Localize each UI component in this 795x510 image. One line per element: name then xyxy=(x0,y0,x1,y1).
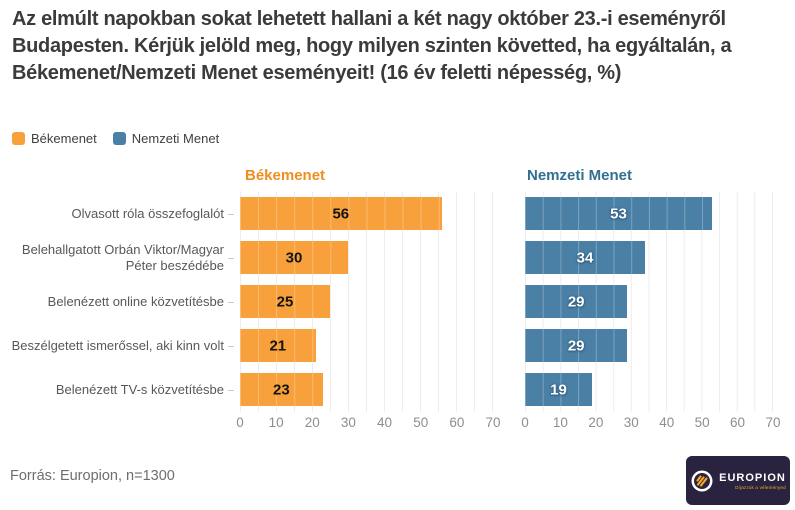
bar-row: 53 xyxy=(525,192,772,236)
x-tick-label: 50 xyxy=(413,415,429,430)
legend-item-0: Békemenet xyxy=(12,131,97,146)
legend-label: Nemzeti Menet xyxy=(131,131,220,146)
subplot-title-nemzeti-menet: Nemzeti Menet xyxy=(527,167,633,184)
bar-value-label: 25 xyxy=(276,293,294,310)
bar: 56 xyxy=(240,197,442,230)
x-tick-label: 70 xyxy=(485,415,501,430)
x-tick-label: 10 xyxy=(268,415,284,430)
bar-value-label: 29 xyxy=(567,337,585,354)
chart-title: Az elmúlt napokban sokat lehetett hallan… xyxy=(12,8,732,84)
bar-row: 25 xyxy=(240,280,492,324)
bar-value-label: 19 xyxy=(550,381,567,398)
logo-wordmark: EUROPION xyxy=(719,471,786,484)
x-tick-label: 0 xyxy=(521,415,529,430)
europion-logo: EUROPION Díjazzuk a véleményed xyxy=(686,456,790,505)
bar-plot-bekemenet: 56 30 25 21 23 xyxy=(240,192,493,412)
bar-row: 29 xyxy=(525,280,772,324)
legend-swatch-icon xyxy=(112,132,126,145)
x-tick-label: 40 xyxy=(659,415,675,430)
logo-tagline: Díjazzuk a véleményed xyxy=(735,484,786,490)
category-label: Belenézett TV-s közvetítésbe xyxy=(8,368,236,412)
bar-value-label: 23 xyxy=(273,381,290,398)
bar: 21 xyxy=(240,329,316,362)
bar: 34 xyxy=(525,241,645,274)
category-label: Belenézett online közvetítésbe xyxy=(8,280,236,324)
bar-plot-nemzeti-menet: 53 34 29 29 19 xyxy=(525,192,773,412)
x-tick-label: 10 xyxy=(552,415,568,430)
bar-value-label: 34 xyxy=(576,249,594,266)
bar-value-label: 56 xyxy=(332,205,350,222)
bar-row: 34 xyxy=(525,236,772,280)
bar-value-label: 53 xyxy=(610,205,627,222)
x-tick-label: 20 xyxy=(304,415,320,430)
category-label: Belehallgatott Orbán Viktor/Magyar Péter… xyxy=(8,236,236,280)
x-tick-label: 50 xyxy=(694,415,710,430)
logo-text-block: EUROPION Díjazzuk a véleményed xyxy=(719,472,786,490)
source-note: Forrás: Europion, n=1300 xyxy=(10,468,175,484)
legend: Békemenet Nemzeti Menet xyxy=(12,131,219,146)
bar-row: 21 xyxy=(240,324,492,368)
bar: 29 xyxy=(525,285,628,318)
x-tick-label: 30 xyxy=(623,415,639,430)
x-tick-label: 40 xyxy=(377,415,393,430)
x-tick-label: 20 xyxy=(588,415,604,430)
bar-value-label: 29 xyxy=(567,293,585,310)
x-tick-label: 60 xyxy=(730,415,746,430)
x-tick-label: 60 xyxy=(449,415,465,430)
x-axis-nemzeti-menet: 0 10 20 30 40 50 60 70 xyxy=(521,415,780,433)
europion-logo-icon xyxy=(691,470,713,491)
bar-row: 23 xyxy=(240,368,492,412)
x-tick-label: 30 xyxy=(340,415,356,430)
bar: 29 xyxy=(525,329,628,362)
legend-item-1: Nemzeti Menet xyxy=(112,131,220,146)
bar-row: 30 xyxy=(240,236,492,280)
subplot-title-bekemenet: Békemenet xyxy=(245,167,326,184)
bar: 30 xyxy=(240,241,348,274)
bar: 19 xyxy=(525,373,593,406)
legend-swatch-icon xyxy=(12,132,25,145)
bar: 53 xyxy=(525,197,712,230)
bar-value-label: 30 xyxy=(285,249,303,266)
x-tick-label: 70 xyxy=(765,415,781,430)
category-label: Beszélgetett ismerőssel, aki kinn volt xyxy=(8,324,236,368)
bar-row: 19 xyxy=(525,368,772,412)
category-axis: Olvasott róla összefoglalót Belehallgatot… xyxy=(8,192,236,412)
bar: 25 xyxy=(240,285,330,318)
bar-row: 56 xyxy=(240,192,492,236)
x-axis-bekemenet: 0 10 20 30 40 50 60 70 xyxy=(236,415,500,433)
bar: 23 xyxy=(240,373,323,406)
bar-row: 29 xyxy=(525,324,772,368)
bar-value-label: 21 xyxy=(269,337,287,354)
legend-label: Békemenet xyxy=(31,131,97,146)
category-label: Olvasott róla összefoglalót xyxy=(8,192,236,236)
x-tick-label: 0 xyxy=(236,415,244,430)
